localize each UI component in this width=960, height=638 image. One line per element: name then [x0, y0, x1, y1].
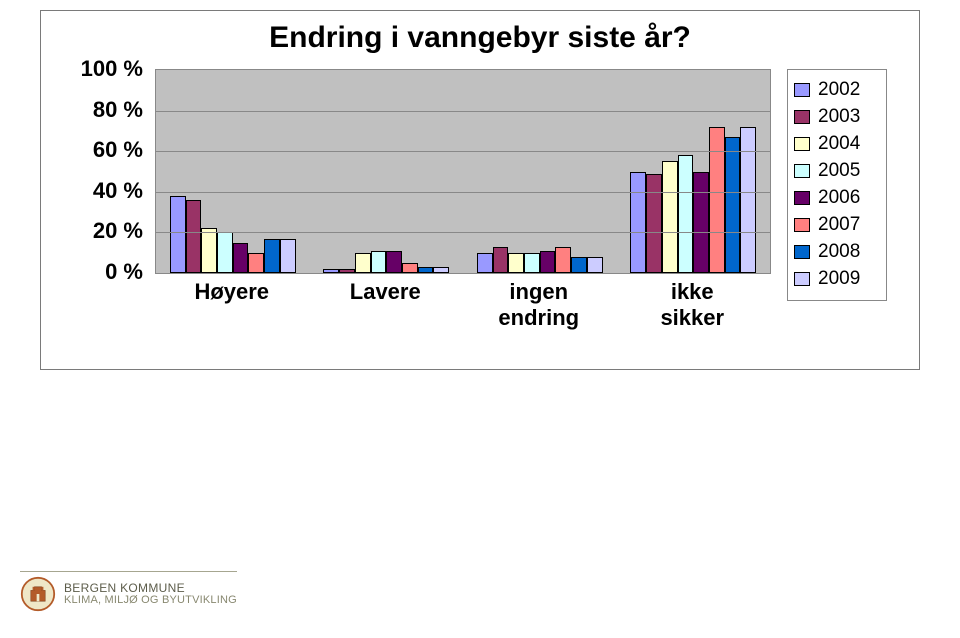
bar — [433, 267, 449, 273]
x-tick-label: Høyere — [155, 279, 309, 305]
bar — [477, 253, 493, 273]
bar — [587, 257, 603, 273]
bar — [740, 127, 756, 273]
bar — [709, 127, 725, 273]
legend-swatch — [794, 218, 810, 232]
bar — [339, 269, 355, 273]
bar — [630, 172, 646, 274]
legend-item: 2009 — [794, 265, 880, 292]
gridline — [156, 111, 770, 112]
plot-area — [155, 69, 771, 274]
x-tick-label: ikkesikker — [616, 279, 770, 331]
bar — [280, 239, 296, 274]
y-axis-labels: 0 %20 %40 %60 %80 %100 % — [61, 69, 149, 314]
legend-item: 2002 — [794, 76, 880, 103]
org-logo-block: BERGEN KOMMUNE KLIMA, MILJØ OG BYUTVIKLI… — [20, 571, 237, 612]
legend-item: 2008 — [794, 238, 880, 265]
bar — [508, 253, 524, 273]
bar — [170, 196, 186, 273]
bar — [248, 253, 264, 273]
bar — [186, 200, 202, 273]
gridline — [156, 151, 770, 152]
chart-title: Endring i vanngebyr siste år? — [41, 21, 919, 55]
legend-label: 2004 — [818, 133, 860, 155]
chart-frame: Endring i vanngebyr siste år? 0 % 20 % 40 … — [40, 10, 920, 370]
bar — [571, 257, 587, 273]
bar — [386, 251, 402, 273]
slide: Endring i vanngebyr siste år? 0 % 20 % 40 … — [0, 0, 960, 638]
legend-item: 2006 — [794, 184, 880, 211]
org-name: BERGEN KOMMUNE — [64, 582, 237, 595]
footer: BERGEN KOMMUNE KLIMA, MILJØ OG BYUTVIKLI… — [20, 571, 237, 612]
org-text: BERGEN KOMMUNE KLIMA, MILJØ OG BYUTVIKLI… — [64, 582, 237, 606]
org-dept: KLIMA, MILJØ OG BYUTVIKLING — [64, 595, 237, 607]
chart-body: 0 %20 %40 %60 %80 %100 % HøyereLavereing… — [61, 69, 901, 314]
bar — [646, 174, 662, 273]
bar — [371, 251, 387, 273]
y-tick-label: 40 % — [61, 178, 143, 204]
legend-swatch — [794, 83, 810, 97]
legend-swatch — [794, 110, 810, 124]
gridline — [156, 192, 770, 193]
crest-icon — [20, 576, 56, 612]
legend-item: 2005 — [794, 157, 880, 184]
x-tick-label: Lavere — [309, 279, 463, 305]
gridline — [156, 232, 770, 233]
bar — [693, 172, 709, 274]
legend-label: 2006 — [818, 187, 860, 209]
legend-item: 2007 — [794, 211, 880, 238]
legend-swatch — [794, 245, 810, 259]
y-tick-label: 80 % — [61, 97, 143, 123]
bar — [662, 161, 678, 273]
legend-swatch — [794, 272, 810, 286]
x-axis-labels: HøyereLavereingenendringikkesikker — [155, 279, 771, 349]
bar — [233, 243, 249, 273]
legend-item: 2003 — [794, 103, 880, 130]
bar — [201, 228, 217, 273]
legend-swatch — [794, 191, 810, 205]
x-tick-label: ingenendring — [462, 279, 616, 331]
legend-label: 2009 — [818, 268, 860, 290]
bar — [418, 267, 434, 273]
bar — [678, 155, 694, 273]
bar — [540, 251, 556, 273]
y-tick-label: 0 % — [61, 259, 143, 285]
bar — [725, 137, 741, 273]
legend-label: 2002 — [818, 79, 860, 101]
bar — [323, 269, 339, 273]
legend: 2002 2003 2004 2005 2006 2007 2008 2009 — [787, 69, 887, 301]
bars-layer — [156, 70, 770, 273]
y-tick-label: 60 % — [61, 137, 143, 163]
bar — [493, 247, 509, 273]
bar — [402, 263, 418, 273]
legend-swatch — [794, 137, 810, 151]
legend-label: 2003 — [818, 106, 860, 128]
bar — [524, 253, 540, 273]
bar — [217, 232, 233, 273]
legend-label: 2007 — [818, 214, 860, 236]
bar — [355, 253, 371, 273]
legend-item: 2004 — [794, 130, 880, 157]
bar — [264, 239, 280, 274]
y-tick-label: 20 % — [61, 218, 143, 244]
legend-swatch — [794, 164, 810, 178]
legend-label: 2005 — [818, 160, 860, 182]
legend-label: 2008 — [818, 241, 860, 263]
y-tick-label: 100 % — [61, 56, 143, 82]
bar — [555, 247, 571, 273]
